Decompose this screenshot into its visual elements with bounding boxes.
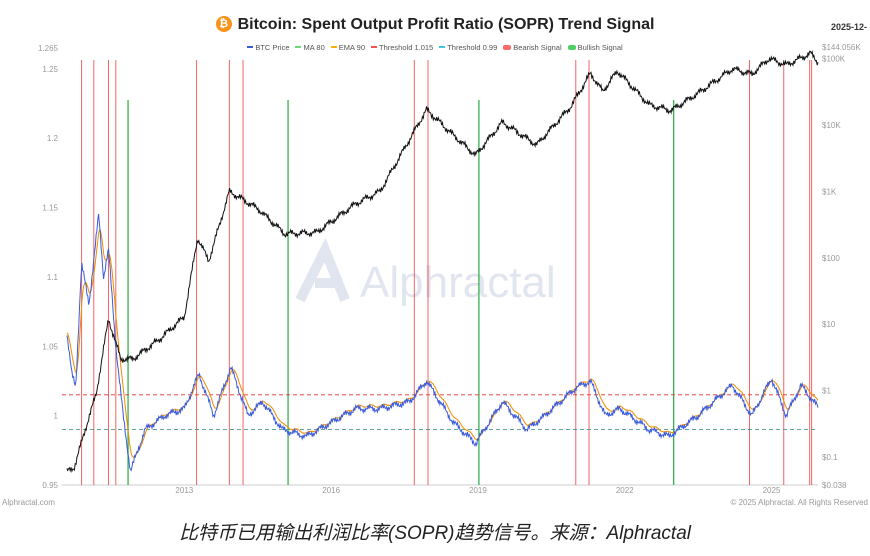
y-right-tick: $144.056K	[822, 43, 861, 52]
x-tick: 2025	[763, 486, 781, 495]
btc-price-line	[66, 50, 819, 474]
legend-label: Bearish Signal	[513, 43, 562, 52]
legend-label: MA 80	[303, 43, 325, 52]
date-label: 2025-12-	[830, 22, 867, 32]
y-right-tick: $100	[822, 254, 840, 263]
legend: BTC Price MA 80 EMA 90 Threshold 1.015 Thres…	[0, 43, 870, 52]
watermark-text: Alphractal	[360, 258, 556, 307]
legend-label: Bullish Signal	[577, 43, 623, 52]
watermark-logo-icon	[295, 237, 350, 303]
y-left-tick: 1.05	[42, 342, 58, 351]
y-right-tick: $100K	[822, 55, 846, 64]
y-left-tick: 0.95	[42, 481, 58, 490]
sopr-line	[66, 214, 819, 472]
legend-marker	[371, 46, 378, 48]
legend-label: Threshold 1.015	[379, 43, 434, 52]
title-text: Bitcoin: Spent Output Profit Ratio (SOPR…	[237, 16, 655, 33]
legend-marker	[295, 46, 302, 48]
y-left-tick: 1.15	[42, 204, 58, 213]
y-right-tick: $0.1	[822, 453, 838, 462]
y-right-tick: $0.038	[822, 481, 847, 490]
y-right-tick: $10	[822, 320, 836, 329]
bitcoin-icon: ₿	[215, 16, 232, 32]
x-tick: 2022	[616, 486, 634, 495]
footer-source: Alphractal.com	[2, 498, 55, 507]
caption: 比特币已用输出利润比率(SOPR)趋势信号。来源：Alphractal	[179, 523, 691, 544]
x-tick: 2016	[322, 486, 340, 495]
legend-label: EMA 90	[338, 43, 366, 52]
legend-item[interactable]: Bearish Signal	[503, 43, 562, 52]
y-right-tick: $10K	[822, 121, 841, 130]
legend-item[interactable]: MA 80	[295, 43, 325, 52]
x-tick: 2019	[469, 486, 487, 495]
chart-svg: Alphractal 0.95 1 1.05 1.1 1.15 1.2 1.25 1.265 $0…	[2, 43, 868, 507]
legend-item[interactable]: Threshold 1.015	[371, 43, 433, 52]
legend-marker	[330, 46, 337, 48]
legend-marker	[439, 46, 446, 48]
legend-item[interactable]: BTC Price	[247, 43, 289, 52]
y-left-tick: 1	[54, 412, 59, 421]
y-right-tick: $1K	[822, 187, 837, 196]
legend-label: BTC Price	[255, 43, 290, 52]
y-left-tick: 1.1	[47, 273, 59, 282]
y-left-tick: 1.25	[42, 65, 58, 74]
y-right-tick: $1	[822, 387, 831, 396]
footer-copyright: © 2025 Alphractal. All Rights Reserved	[730, 498, 868, 507]
y-left-tick: 1.2	[47, 134, 59, 143]
legend-marker	[503, 45, 512, 50]
legend-item[interactable]: Bullish Signal	[567, 43, 623, 52]
watermark: Alphractal	[295, 237, 556, 307]
legend-item[interactable]: Threshold 0.99	[439, 43, 497, 52]
legend-label: Threshold 0.99	[447, 43, 498, 52]
x-tick: 2013	[175, 486, 193, 495]
legend-marker	[247, 46, 254, 48]
chart-title: ₿ Bitcoin: Spent Output Profit Ratio (SOP…	[0, 16, 870, 34]
y-left-tick: 1.265	[38, 44, 59, 53]
legend-item[interactable]: EMA 90	[330, 43, 366, 52]
legend-marker	[567, 45, 576, 50]
